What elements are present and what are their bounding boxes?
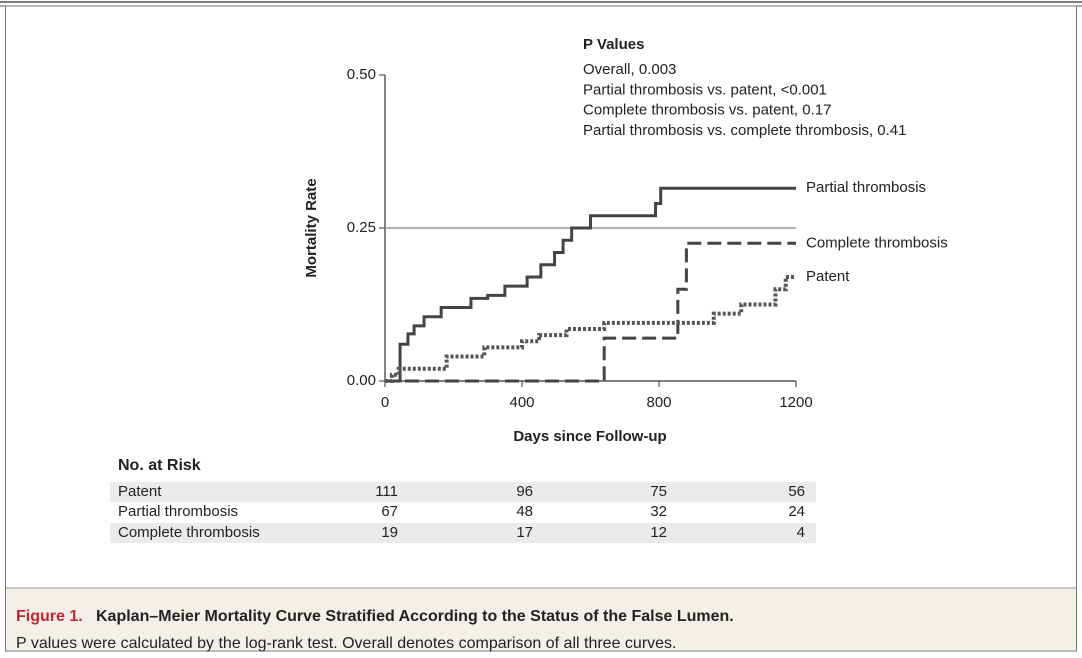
risk-count: 19 xyxy=(381,524,398,541)
risk-count: 67 xyxy=(381,503,398,520)
survival-curve xyxy=(385,186,796,383)
y-tick-label: 0.50 xyxy=(347,66,376,83)
y-axis-label: Mortality Rate xyxy=(303,178,320,277)
risk-count: 17 xyxy=(516,524,533,541)
legend-label: Complete thrombosis xyxy=(806,234,948,251)
pvalue-line: Partial thrombosis vs. patent, <0.001 xyxy=(583,81,827,98)
risk-count: 75 xyxy=(650,483,667,500)
caption-label: Figure 1. xyxy=(16,608,83,625)
risk-row-label: Complete thrombosis xyxy=(118,524,260,541)
risk-count: 111 xyxy=(375,483,398,500)
risk-row-label: Partial thrombosis xyxy=(118,503,238,520)
risk-count: 12 xyxy=(650,524,667,541)
survival-curve xyxy=(385,274,796,383)
risk-count: 56 xyxy=(788,483,805,500)
x-tick-label: 400 xyxy=(509,394,534,411)
frame xyxy=(5,5,1077,652)
caption-text: P values were calculated by the log-rank… xyxy=(16,635,676,652)
caption-title: Kaplan–Meier Mortality Curve Stratified … xyxy=(96,608,734,625)
legend-label: Partial thrombosis xyxy=(806,179,926,196)
x-axis-label: Days since Follow-up xyxy=(513,428,666,445)
risk-row-label: Patent xyxy=(118,483,162,500)
pvalue-line: Complete thrombosis vs. patent, 0.17 xyxy=(583,102,831,119)
caption-box xyxy=(6,588,1076,650)
risk-title: No. at Risk xyxy=(118,457,201,474)
pvalues-title: P Values xyxy=(583,36,644,53)
pvalue-line: Partial thrombosis vs. complete thrombos… xyxy=(583,122,906,139)
risk-count: 4 xyxy=(797,524,805,541)
x-tick-label: 1200 xyxy=(779,394,812,411)
y-tick-label: 0.00 xyxy=(347,372,376,389)
row-stripe xyxy=(110,482,816,502)
row-stripe xyxy=(110,523,816,543)
risk-count: 24 xyxy=(788,503,805,520)
risk-count: 96 xyxy=(516,483,533,500)
x-tick-label: 0 xyxy=(381,394,389,411)
pvalue-line: Overall, 0.003 xyxy=(583,61,676,78)
risk-count: 48 xyxy=(516,503,533,520)
survival-curve xyxy=(385,241,796,383)
risk-count: 32 xyxy=(650,503,667,520)
x-tick-label: 800 xyxy=(646,394,671,411)
y-tick-label: 0.25 xyxy=(347,219,376,236)
legend-label: Patent xyxy=(806,268,850,285)
